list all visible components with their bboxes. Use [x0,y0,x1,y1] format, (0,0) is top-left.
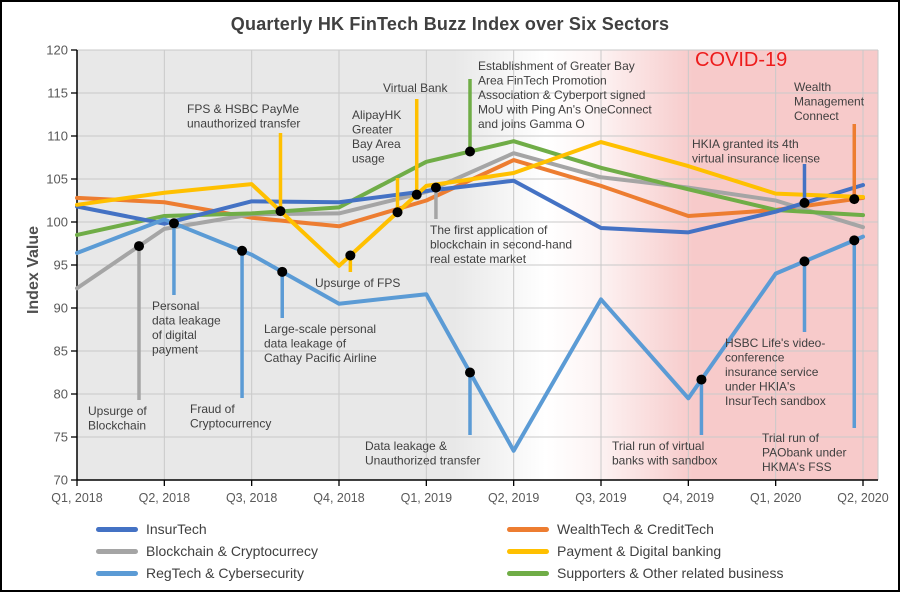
annotation-label-cathay-pacific-data-leakage: Large-scale personal data leakage of Catha… [264,322,377,365]
annotation-dot-greater-bay-fintech-association-mou [465,146,475,157]
legend-item-insurtech: InsurTech [96,518,318,540]
y-tick-label: 105 [46,172,68,187]
legend-swatch-blockchain-cryptocurrecy [96,548,138,554]
annotation-dot-alipayhk-greater-bay-area-usage [392,207,403,218]
annotation-label-wealth-management-connect: Wealth Management Connect [794,80,865,123]
covid-19-label: COVID-19 [695,49,788,71]
legend-item-payment-digital-banking: Payment & Digital banking [507,540,783,562]
annotation-dot-personal-data-leakage-digital-payment [168,218,179,229]
annotation-dot-data-leakage-unauthorized-transfer [465,367,475,378]
annotation-label-virtual-bank: Virtual Bank [383,81,448,95]
legend-label-insurtech: InsurTech [146,521,207,537]
y-tick-label: 95 [54,258,68,273]
annotation-label-trial-run-virtual-banks-sandbox: Trial run of virtual banks with sandbox [612,439,717,468]
legend-label-supporters-other: Supporters & Other related business [557,565,784,581]
x-tick-label: Q1, 2019 [401,491,452,505]
annotation-label-greater-bay-fintech-association-mou: Establishment of Greater Bay Area FinTech… [478,59,652,131]
annotation-dot-cathay-pacific-data-leakage [277,266,288,277]
annotation-dot-virtual-bank [411,189,422,200]
annotation-dot-fraud-of-cryptocurrency [237,245,248,256]
legend-item-wealthtech-credittech: WealthTech & CreditTech [507,518,783,540]
chart-title: Quarterly HK FinTech Buzz Index over Six… [230,14,670,34]
legend-swatch-supporters-other [507,570,549,576]
annotation-label-first-blockchain-application-real-estate: The first application of blockchain in se… [430,223,572,266]
annotation-dot-trial-run-virtual-banks-sandbox [696,374,707,385]
legend-swatch-payment-digital-banking [507,548,549,554]
x-tick-label: Q1, 2018 [51,491,102,505]
legend-label-regtech-cybersecurity: RegTech & Cybersecurity [146,565,304,581]
annotation-label-fraud-of-cryptocurrency: Fraud of Cryptocurrency [190,402,271,431]
annotation-dot-first-blockchain-application-real-estate [430,182,441,193]
y-tick-label: 80 [54,387,68,402]
y-tick-label: 75 [54,430,68,445]
series-line-insurtech [75,178,865,235]
series-line-payment-digital-banking [75,140,865,268]
x-tick-label: Q2, 2020 [837,491,888,505]
legend-label-payment-digital-banking: Payment & Digital banking [557,543,722,559]
y-tick-label: 85 [54,344,68,359]
y-tick-label: 110 [47,129,68,144]
legend-swatch-wealthtech-credittech [507,526,549,532]
annotation-label-trial-run-paobank-hkma-fss: Trial run of PAObank under HKMA's FSS [762,431,847,474]
y-tick-label: 120 [46,43,68,58]
x-tick-label: Q3, 2018 [226,491,277,505]
annotation-dot-wealth-management-connect [849,194,860,205]
annotation-label-fps-hsbc-payme-unauthorized-transfer: FPS & HSBC PayMe unauthorized transfer [187,102,300,131]
annotation-dot-fps-hsbc-payme-unauthorized-transfer [275,206,286,217]
annotation-dot-trial-run-paobank-hkma-fss [849,235,860,246]
legend-swatch-insurtech [96,526,138,532]
annotation-label-personal-data-leakage-digital-payment: Personal data leakage of digital payment [152,299,221,357]
annotation-label-upsurge-of-fps: Upsurge of FPS [315,276,400,290]
x-tick-label: Q4, 2018 [313,491,364,505]
legend-column-1: InsurTech Blockchain & Cryptocurrecy Reg… [96,518,318,584]
y-tick-label: 70 [54,473,68,488]
annotation-dot-upsurge-of-blockchain [134,241,145,252]
annotation-label-data-leakage-unauthorized-transfer: Data leakage & Unauthorized transfer [365,439,480,468]
annotation-label-upsurge-of-blockchain: Upsurge of Blockchain [88,404,147,433]
legend-label-wealthtech-credittech: WealthTech & CreditTech [557,521,714,537]
series-line-blockchain-cryptocurrecy [75,151,865,291]
annotation-dot-upsurge-of-fps [345,250,356,261]
x-tick-label: Q2, 2018 [139,491,190,505]
annotation-label-hsbc-life-video-conference-insurance: HSBC Life's video-conference insurance se… [725,336,826,408]
annotation-label-hkia-4th-virtual-insurance-license: HKIA granted its 4th virtual insurance li… [692,137,820,166]
legend-column-2: WealthTech & CreditTech Payment & Digita… [507,518,783,584]
x-tick-label: Q1, 2020 [750,491,801,505]
legend-swatch-regtech-cybersecurity [96,570,138,576]
y-tick-label: 100 [46,215,68,230]
x-tick-label: Q2, 2019 [488,491,539,505]
annotation-dot-hkia-4th-virtual-insurance-license [799,197,810,208]
annotation-dot-hsbc-life-video-conference-insurance [799,256,810,267]
y-tick-label: 115 [47,86,68,101]
x-tick-label: Q4, 2019 [663,491,714,505]
legend-label-blockchain-cryptocurrecy: Blockchain & Cryptocurrecy [146,543,318,559]
y-tick-label: 90 [54,301,68,316]
x-tick-label: Q3, 2019 [575,491,626,505]
legend-item-blockchain-cryptocurrecy: Blockchain & Cryptocurrecy [96,540,318,562]
legend-item-regtech-cybersecurity: RegTech & Cybersecurity [96,562,318,584]
annotation-label-alipayhk-greater-bay-area-usage: AlipayHK Greater Bay Area usage [352,108,401,166]
legend-item-supporters-other: Supporters & Other related business [507,562,783,584]
